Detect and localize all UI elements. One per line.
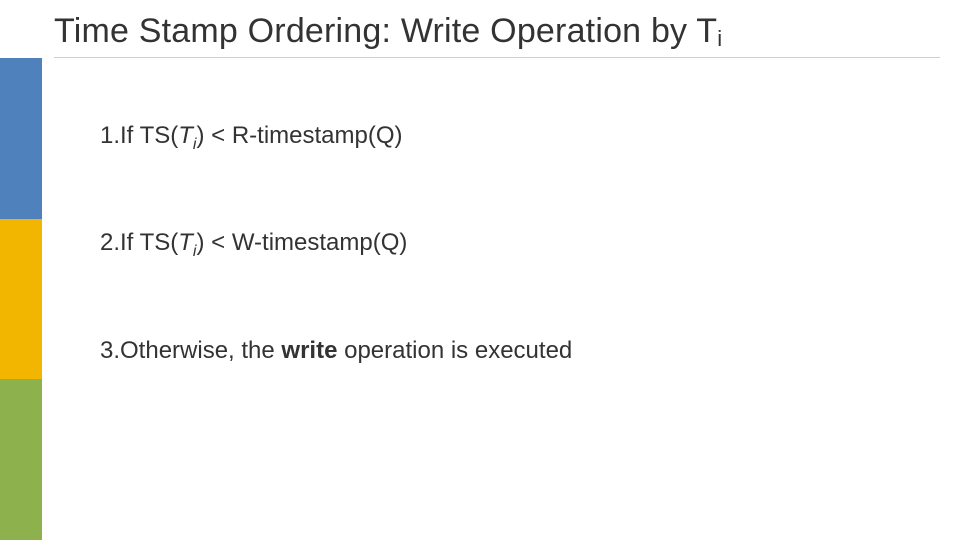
item-text-part: ) < R-timestamp(Q) bbox=[196, 122, 402, 149]
title-area: Time Stamp Ordering: Write Operation by … bbox=[54, 12, 940, 58]
item-text-part: T bbox=[178, 229, 193, 256]
sidebar-block-3 bbox=[0, 379, 42, 540]
item-number: 2. bbox=[100, 227, 120, 259]
item-number: 3. bbox=[100, 335, 120, 367]
sidebar-block-2 bbox=[0, 219, 42, 380]
item-number: 1. bbox=[100, 120, 120, 152]
item-text-part: operation is executed bbox=[337, 337, 572, 364]
sidebar-accent bbox=[0, 58, 42, 540]
list-item: 3. Otherwise, the write operation is exe… bbox=[100, 335, 920, 367]
item-text-part: ) < W-timestamp(Q) bbox=[196, 229, 407, 256]
slide-title: Time Stamp Ordering: Write Operation by … bbox=[54, 12, 940, 51]
list-item: 2. If TS(Ti) < W-timestamp(Q) bbox=[100, 227, 920, 262]
title-text: Time Stamp Ordering: Write Operation by … bbox=[54, 12, 717, 50]
item-text-part: If TS( bbox=[120, 122, 178, 149]
sidebar-block-1 bbox=[0, 58, 42, 219]
title-subscript: i bbox=[717, 26, 722, 51]
item-text-part: If TS( bbox=[120, 229, 178, 256]
item-text-part: Otherwise, the bbox=[120, 337, 281, 364]
item-text-part: write bbox=[281, 337, 337, 364]
item-text-part: T bbox=[178, 122, 193, 149]
list-item: 1. If TS(Ti) < R-timestamp(Q) bbox=[100, 120, 920, 155]
title-underline bbox=[54, 57, 940, 58]
content-list: 1. If TS(Ti) < R-timestamp(Q) 2. If TS(T… bbox=[100, 120, 920, 439]
